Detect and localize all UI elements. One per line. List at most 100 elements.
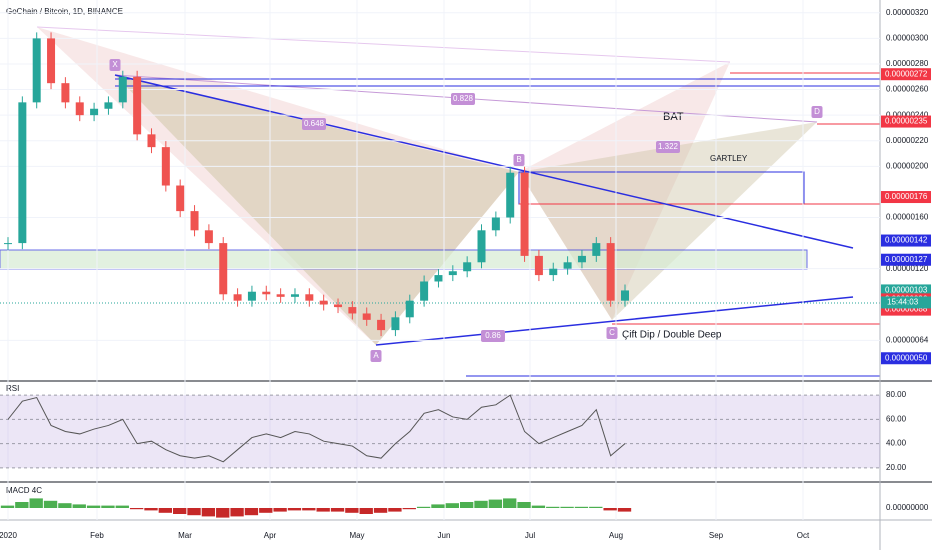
candle: [247, 291, 256, 301]
price-tag: [881, 115, 931, 128]
y-tick-label: 0.00000064: [886, 335, 929, 344]
candle: [176, 185, 185, 212]
candle: [420, 281, 429, 301]
candle: [305, 294, 314, 301]
candle: [606, 243, 615, 301]
price-tag-label: 0.00000103: [885, 286, 928, 295]
candle: [477, 230, 486, 263]
rsi-tick-label: 40.00: [886, 439, 907, 448]
y-tick-label: 0.00000200: [886, 161, 929, 170]
macd-bar: [0, 505, 15, 508]
x-tick-label: 2020: [0, 531, 17, 540]
candle: [463, 262, 472, 272]
price-tag-label: 0.00000142: [885, 236, 928, 245]
macd-bar: [546, 506, 560, 508]
candle: [161, 147, 170, 186]
x-tick-label: Apr: [264, 531, 277, 540]
candle: [563, 262, 572, 269]
candle: [4, 243, 12, 245]
macd-bar: [230, 508, 244, 517]
macd-bar: [101, 505, 115, 508]
candle: [592, 243, 601, 256]
macd-bar: [416, 506, 431, 508]
macd-bar: [388, 508, 402, 512]
pattern-point-box: [451, 93, 475, 105]
candle: [32, 38, 41, 103]
candle: [75, 102, 84, 116]
y-tick-label: 0.00000220: [886, 136, 929, 145]
macd-bar: [589, 506, 603, 508]
macd-bar: [43, 500, 58, 508]
candle: [133, 76, 142, 135]
candle: [319, 300, 328, 305]
double-dip-label: Çift Dip / Double Deep: [622, 330, 722, 341]
price-tag-label: 0.00000272: [885, 69, 928, 78]
rsi-tick-label: 60.00: [886, 414, 907, 423]
candle: [90, 108, 99, 116]
x-tick-label: Aug: [609, 531, 623, 540]
candle: [104, 102, 113, 109]
macd-bar: [603, 508, 617, 511]
candle: [204, 230, 213, 244]
macd-bar: [29, 498, 43, 508]
macd-bar: [158, 508, 173, 513]
candle: [621, 290, 629, 301]
candle: [362, 313, 371, 320]
pattern-point-label: 0.828: [453, 94, 474, 103]
macd-bar: [15, 502, 29, 508]
candle: [219, 243, 228, 295]
rsi-tick-label: 20.00: [886, 463, 907, 472]
trend-line: [375, 296, 854, 346]
pattern-point-label: 0.648: [304, 119, 325, 128]
pattern-point-box: [606, 327, 618, 339]
xd-line-bat: [36, 26, 731, 63]
price-tag-label: 0.00000235: [885, 117, 928, 126]
y-tick-label: 0.00000160: [886, 213, 929, 222]
macd-bar: [330, 508, 345, 512]
macd-bar: [259, 508, 273, 513]
macd-bar: [503, 498, 517, 508]
macd-bar: [129, 508, 144, 510]
candle: [405, 300, 414, 318]
patterns: [0, 26, 880, 377]
macd-bar: [617, 508, 632, 512]
pattern-point-box: [811, 106, 823, 118]
candle: [276, 294, 285, 297]
x-tick-label: Mar: [178, 531, 192, 540]
countdown: 15:44:03: [887, 298, 919, 307]
rsi-line: [7, 394, 626, 463]
macd-bar: [474, 500, 488, 508]
candle: [377, 319, 386, 331]
chart-title: GoChain / Bitcoin, 1D, BINANCE: [6, 7, 123, 16]
macd-bar: [58, 503, 72, 508]
pattern-point-label: D: [814, 107, 820, 116]
y-tick-label: 0.00000300: [886, 33, 929, 42]
macd-bar: [173, 508, 187, 514]
price-tag-label: 0.00000050: [885, 353, 928, 362]
price-tag: [881, 352, 931, 365]
y-tick-label: 0.00000280: [886, 59, 929, 68]
macd-bar: [115, 505, 129, 508]
price-tag-label: 0.00000176: [885, 192, 928, 201]
macd-bar: [273, 508, 287, 512]
candle: [520, 172, 529, 256]
pattern-point-box: [481, 330, 505, 342]
pattern-point-label: 0.86: [485, 331, 501, 340]
pattern-point-box: [109, 59, 121, 71]
macd-bar: [287, 508, 302, 511]
price-tag: [881, 191, 931, 204]
candle: [506, 172, 515, 218]
pattern-point-box: [513, 154, 525, 166]
candle: [233, 294, 242, 301]
pattern-point-box: [302, 118, 326, 130]
x-tick-label: Jul: [525, 531, 535, 540]
pattern-point-label: 1.322: [658, 142, 679, 151]
macd-bar: [345, 508, 359, 513]
gartley-xab: [115, 75, 519, 345]
pattern-point-label: X: [112, 60, 118, 69]
macd-bar: [488, 499, 503, 508]
y-tick-label: 0.00000240: [886, 110, 929, 119]
candle: [18, 102, 27, 244]
pattern-point-box: [370, 350, 382, 362]
bat-label: BAT: [663, 111, 684, 123]
